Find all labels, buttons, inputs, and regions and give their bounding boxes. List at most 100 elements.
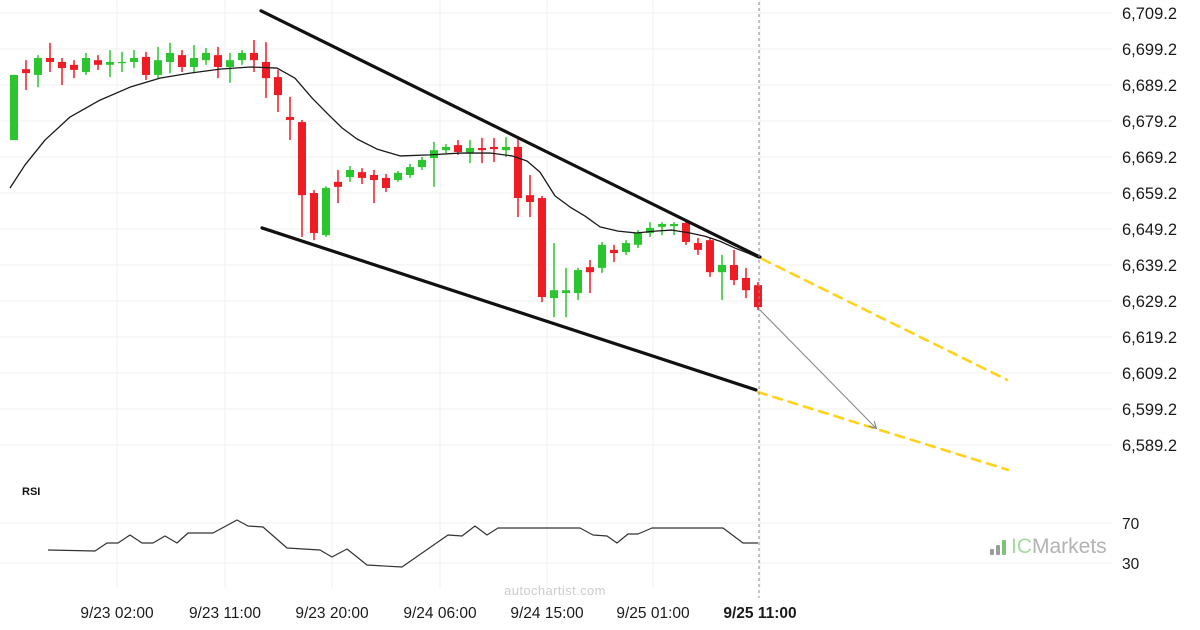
forecast-lower-dashed [756,390,1010,472]
candle-body-up [202,52,210,61]
ma-line [9,66,760,259]
candle-body-down [586,267,594,273]
pattern-layer [259,2,1010,598]
time-tick-label: 9/23 02:00 [80,605,154,622]
candle-body-up [394,172,402,181]
candle-body-up [190,58,198,67]
forecast-upper-dashed [760,257,1009,382]
candle-body-up [118,61,126,64]
candle-body-down [478,148,486,151]
candle-body-down [70,64,78,70]
rsi-level-label: 30 [1122,556,1140,573]
candle-body-down [610,249,618,254]
candle-body-up [442,146,450,151]
ma-layer [9,66,760,259]
rsi-level-label: 70 [1122,516,1140,533]
candle-body-up [718,265,726,273]
logo-bars-icon [990,539,1008,555]
candle-body-down [46,58,54,62]
candle-body-down [490,146,498,150]
rsi-panel-label: RSI [22,486,41,498]
price-tick-label: 6,639.2 [1122,257,1177,275]
candle-body-down [454,145,462,152]
upper-trendline [259,9,762,259]
candle-body-up [418,159,426,168]
price-tick-label: 6,679.2 [1122,113,1177,131]
candle-body-up [550,290,558,299]
watermark-text: autochartist.com [504,583,606,598]
candle-body-up [10,74,18,141]
candle-body-up [646,227,654,233]
price-tick-label: 6,699.2 [1122,41,1177,59]
candle-body-down [706,240,714,273]
candle-body-up [502,146,510,151]
candle-body-up [634,232,642,245]
candle-body-up [34,58,42,75]
candle-body-down [214,55,222,67]
candle-body-up [598,244,606,268]
candle-body-down [538,198,546,298]
candle-body-down [178,55,186,67]
candle-body-up [670,223,678,227]
candle-body-down [142,56,150,75]
price-tick-label: 6,669.2 [1122,149,1177,167]
candle-body-up [406,167,414,175]
logo-markets-text: Markets [1032,535,1107,558]
candle-body-up [466,148,474,154]
candle-body-up [106,61,114,65]
projection-arrow [759,309,876,428]
candle-body-down [370,175,378,181]
candle-body-up [322,187,330,236]
time-tick-label: 9/25 01:00 [616,605,690,622]
candle-body-up [562,290,570,294]
candle-body-down [286,117,294,120]
candle-body-up [238,52,246,61]
broker-logo: IC Markets [990,535,1107,559]
time-tick-label: 9/23 20:00 [295,605,369,622]
candle-body-down [262,61,270,79]
candle-body-down [694,243,702,250]
time-tick-label: 9/24 06:00 [403,605,477,622]
candle-body-down [334,181,342,187]
candle-body-down [22,69,30,74]
candle-body-up [622,243,630,253]
price-tick-label: 6,649.2 [1122,221,1177,239]
price-tick-label: 6,659.2 [1122,185,1177,203]
candle-body-down [526,195,534,202]
candle-body-down [514,146,522,199]
price-tick-label: 6,589.2 [1122,437,1177,455]
candle-body-down [58,61,66,69]
price-tick-label: 6,599.2 [1122,401,1177,419]
time-tick-label: 9/23 11:00 [189,605,261,622]
price-tick-label: 6,609.2 [1122,365,1177,383]
candle-body-up [154,60,162,75]
candle-body-down [358,172,366,178]
price-tick-label: 6,629.2 [1122,293,1177,311]
candle-body-down [742,277,750,291]
candle-body-down [310,193,318,233]
price-tick-label: 6,619.2 [1122,329,1177,347]
candle-body-up [346,169,354,178]
candle-body-up [226,60,234,67]
candle-body-down [274,77,282,96]
lower-trendline [260,226,758,392]
candle-body-down [382,177,390,188]
time-tick-label: 9/25 11:00 [723,605,796,622]
axis-labels: 6,709.2 6,699.2 6,689.2 6,679.2 6,669.2 6,659… [80,5,1177,622]
candle-body-up [166,52,174,62]
candle-body-up [82,58,90,73]
candles-layer [10,40,762,318]
price-tick-label: 6,689.2 [1122,77,1177,95]
rsi-line [47,519,758,568]
candle-body-down [730,265,738,281]
candle-body-down [94,60,102,65]
rsi-layer [47,519,758,568]
candle-body-down [250,52,258,61]
candle-body-down [754,285,762,308]
candle-body-up [658,223,666,227]
logo-ic-text: IC [1011,535,1032,558]
price-tick-label: 6,709.2 [1122,5,1177,23]
candle-body-up [130,58,138,62]
